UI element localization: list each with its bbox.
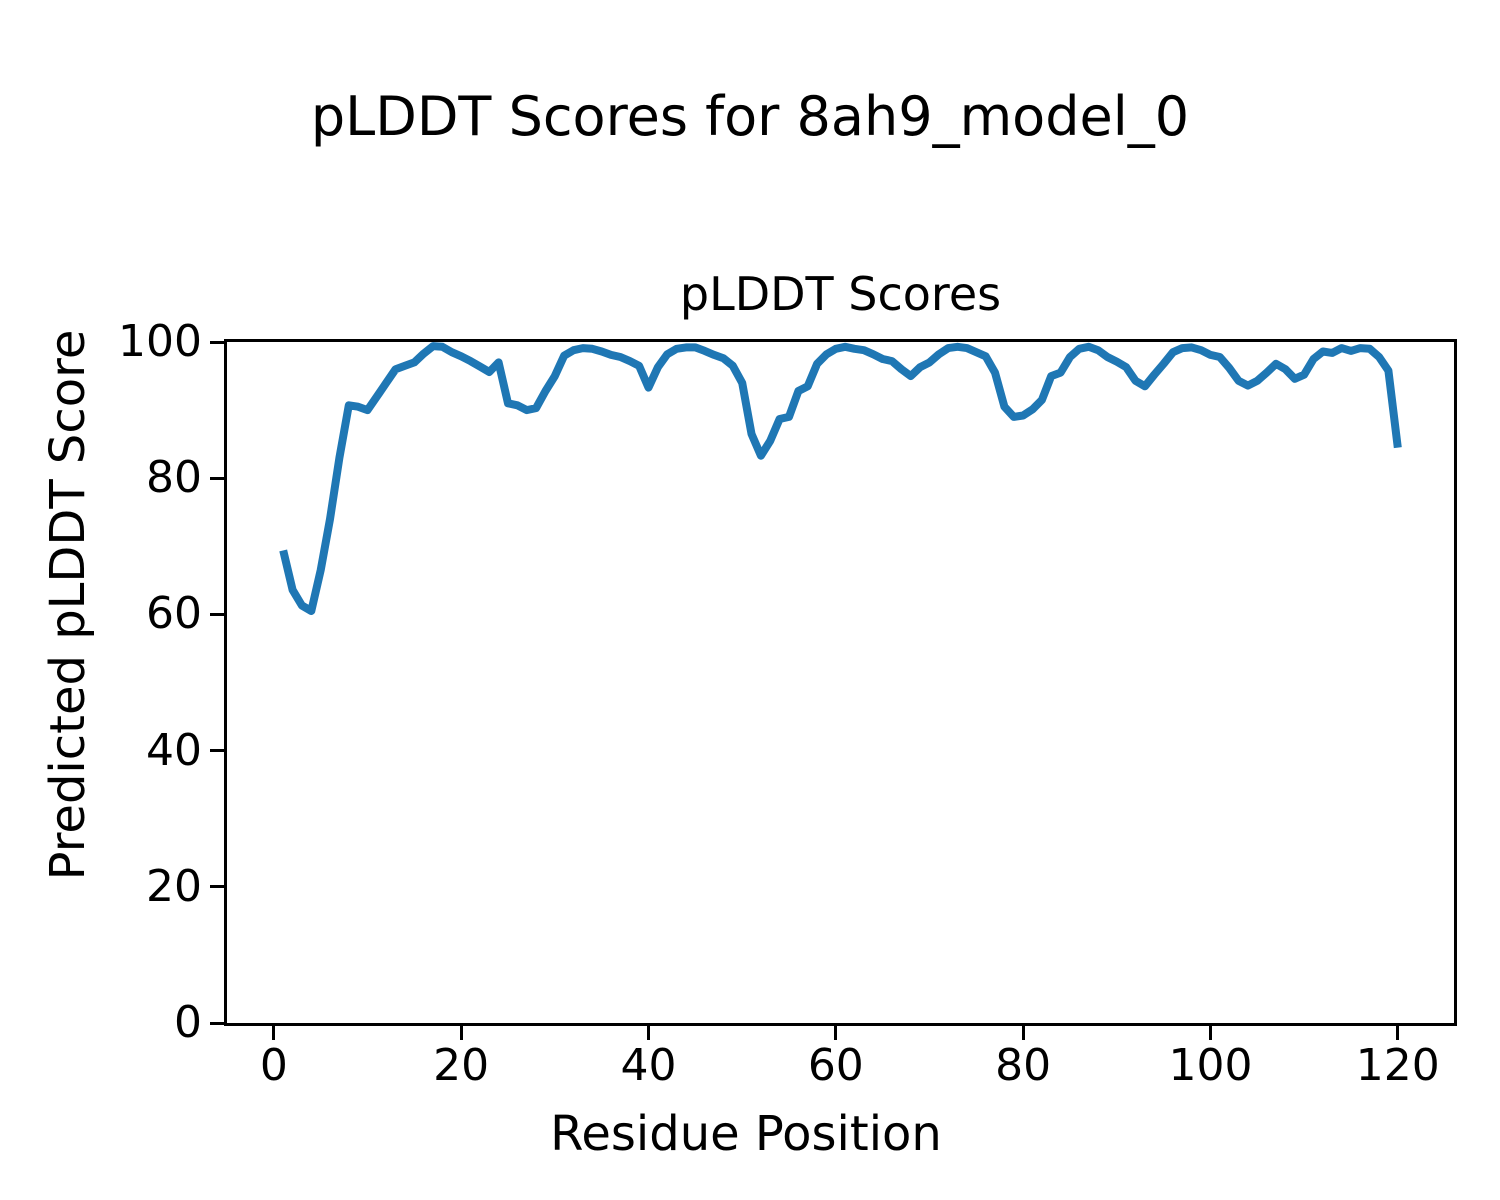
x-tick-label: 80 (995, 1040, 1052, 1091)
x-axis-label: Residue Position (550, 1106, 942, 1162)
y-tick-label: 60 (146, 588, 202, 640)
y-tick-mark (210, 749, 224, 753)
x-tick-label: 40 (620, 1040, 677, 1091)
x-tick-mark (834, 1026, 838, 1040)
y-tick-label: 40 (146, 724, 202, 776)
axes-title: pLDDT Scores (679, 267, 1002, 321)
x-tick-mark (272, 1026, 276, 1040)
y-tick-mark (210, 885, 224, 889)
x-tick-mark (1021, 1026, 1025, 1040)
x-tick-label: 60 (807, 1040, 864, 1091)
y-tick-label: 100 (118, 316, 202, 367)
y-tick-mark (210, 476, 224, 480)
x-tick-label: 120 (1355, 1040, 1440, 1091)
x-tick-mark (459, 1026, 463, 1040)
x-tick-label: 100 (1168, 1040, 1253, 1091)
x-tick-label: 20 (433, 1040, 490, 1091)
y-tick-label: 80 (146, 452, 202, 504)
y-tick-label: 20 (146, 860, 202, 912)
y-tick-label: 0 (174, 997, 202, 1048)
y-tick-mark (210, 1021, 224, 1025)
x-tick-mark (1208, 1026, 1212, 1040)
figure-title: pLDDT Scores for 8ah9_model_0 (310, 85, 1190, 148)
y-tick-mark (210, 612, 224, 616)
x-tick-label: 0 (259, 1040, 288, 1091)
y-tick-mark (210, 340, 224, 344)
plddt-line-series (279, 342, 1402, 615)
x-tick-mark (1396, 1026, 1400, 1040)
line-chart-canvas (279, 342, 1402, 615)
plot-area (224, 339, 1457, 1026)
x-tick-mark (646, 1026, 650, 1040)
